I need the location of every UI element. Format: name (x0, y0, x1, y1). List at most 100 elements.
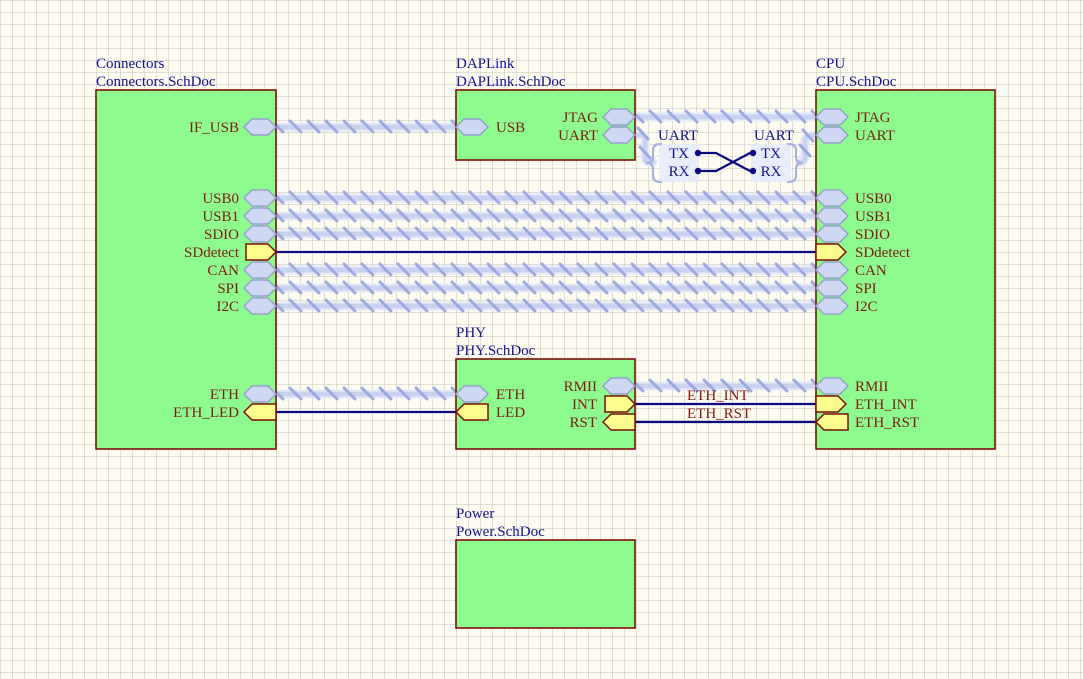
port-cpu-sdio[interactable]: SDIO (814, 225, 890, 243)
bus-sdio[interactable] (271, 224, 821, 244)
port-label: UART (855, 128, 895, 144)
net-label-eth-int[interactable]: ETH_INT (687, 388, 749, 404)
sheet-file-daplink[interactable]: DAPLink.SchDoc (456, 74, 566, 90)
port-cpu-jtag[interactable]: JTAG (814, 108, 891, 126)
bus-can[interactable] (271, 260, 821, 280)
signal-label-tx-left: TX (669, 146, 689, 162)
bus-hatch (276, 384, 456, 404)
port-phy-led[interactable]: LED (454, 403, 525, 421)
bus-usb0[interactable] (271, 188, 821, 208)
port-label: ETH_INT (855, 397, 917, 413)
port-label: CAN (207, 263, 239, 279)
port-connectors-if-usb[interactable]: IF_USB (189, 118, 278, 136)
junction-dot (749, 149, 757, 157)
port-label: USB1 (855, 209, 892, 225)
port-label: I2C (855, 299, 878, 315)
port-label: ETH_RST (855, 415, 919, 431)
port-cpu-uart[interactable]: UART (814, 126, 895, 144)
bus-hatch (798, 143, 812, 158)
port-connectors-eth[interactable]: ETH (210, 385, 278, 403)
bus-hatch (276, 260, 816, 280)
bus-i2c[interactable] (271, 296, 821, 316)
port-label: RMII (855, 379, 888, 395)
port-label: ETH (210, 387, 239, 403)
port-cpu-sddetect[interactable]: SDdetect (815, 243, 911, 261)
harness-group-label-right: UART (754, 128, 794, 144)
port-daplink-usb[interactable]: USB (454, 118, 525, 136)
port-label: SDIO (855, 227, 890, 243)
port-label: UART (558, 128, 598, 144)
port-phy-rmii[interactable]: RMII (564, 377, 637, 395)
bus-eth[interactable] (271, 384, 461, 404)
port-connectors-usb0[interactable]: USB0 (202, 189, 278, 207)
bus-hatch (276, 224, 816, 244)
bus-hatch (635, 107, 816, 127)
port-cpu-usb1[interactable]: USB1 (814, 207, 892, 225)
port-label: RMII (564, 379, 597, 395)
port-label: USB (496, 120, 525, 136)
sheet-file-power[interactable]: Power.SchDoc (456, 524, 545, 540)
bus-uart-left[interactable] (630, 126, 658, 167)
sheet-symbol-power[interactable] (455, 539, 636, 629)
junction-dot (749, 167, 757, 175)
bus-hatch (801, 128, 815, 143)
bus-hatch (276, 278, 816, 298)
port-label: CAN (855, 263, 887, 279)
port-phy-eth[interactable]: ETH (454, 385, 525, 403)
port-label: SPI (855, 281, 877, 297)
port-label: USB0 (202, 191, 239, 207)
bus-hatch (636, 126, 650, 141)
sheet-file-phy[interactable]: PHY.SchDoc (456, 343, 536, 359)
sheet-name-connectors[interactable]: Connectors (96, 56, 164, 72)
port-label: SDdetect (855, 245, 911, 261)
port-cpu-spi[interactable]: SPI (814, 279, 877, 297)
port-label: USB1 (202, 209, 239, 225)
port-cpu-usb0[interactable]: USB0 (814, 189, 892, 207)
port-label: ETH (496, 387, 525, 403)
port-daplink-jtag[interactable]: JTAG (563, 108, 637, 126)
sheet-file-connectors[interactable]: Connectors.SchDoc (96, 74, 216, 90)
port-daplink-uart[interactable]: UART (558, 126, 637, 144)
bus-spi[interactable] (271, 278, 821, 298)
bus-if-usb[interactable] (271, 117, 461, 137)
signal-label-rx-right: RX (761, 164, 782, 180)
sheet-name-cpu[interactable]: CPU (816, 56, 845, 72)
port-connectors-i2c[interactable]: I2C (217, 297, 278, 315)
port-phy-rst[interactable]: RST (569, 413, 636, 431)
port-connectors-sddetect[interactable]: SDdetect (184, 243, 278, 261)
bus-usb1[interactable] (271, 206, 821, 226)
port-connectors-sdio[interactable]: SDIO (204, 225, 278, 243)
bus-uart-right[interactable] (794, 128, 821, 167)
harness-brace-right[interactable] (786, 142, 804, 184)
bus-hatch (276, 188, 816, 208)
sheet-file-cpu[interactable]: CPU.SchDoc (816, 74, 897, 90)
harness-group-label-left: UART (658, 128, 698, 144)
harness-brace-left[interactable] (645, 142, 663, 184)
bus-hatch (635, 376, 816, 396)
port-label: SDIO (204, 227, 239, 243)
bus-hatch (638, 145, 652, 160)
port-label: JTAG (855, 110, 891, 126)
net-label-eth-rst[interactable]: ETH_RST (687, 406, 751, 422)
port-label: ETH_LED (173, 405, 239, 421)
port-cpu-eth-int[interactable]: ETH_INT (815, 395, 917, 413)
signal-label-rx-left: RX (669, 164, 690, 180)
bus-jtag[interactable] (630, 107, 821, 127)
port-cpu-eth-rst[interactable]: ETH_RST (814, 413, 919, 431)
port-label: RST (569, 415, 597, 431)
bus-hatch (276, 206, 816, 226)
port-cpu-rmii[interactable]: RMII (814, 377, 888, 395)
junction-dot (694, 167, 702, 175)
port-cpu-can[interactable]: CAN (814, 261, 887, 279)
port-connectors-can[interactable]: CAN (207, 261, 278, 279)
sheet-name-phy[interactable]: PHY (456, 325, 486, 341)
sheet-name-daplink[interactable]: DAPLink (456, 56, 515, 72)
port-connectors-usb1[interactable]: USB1 (202, 207, 278, 225)
port-cpu-i2c[interactable]: I2C (814, 297, 878, 315)
sheet-name-power[interactable]: Power (456, 506, 494, 522)
port-connectors-spi[interactable]: SPI (217, 279, 278, 297)
port-connectors-eth-led[interactable]: ETH_LED (173, 403, 277, 421)
bus-rmii[interactable] (630, 376, 821, 396)
port-phy-int[interactable]: INT (572, 395, 637, 413)
